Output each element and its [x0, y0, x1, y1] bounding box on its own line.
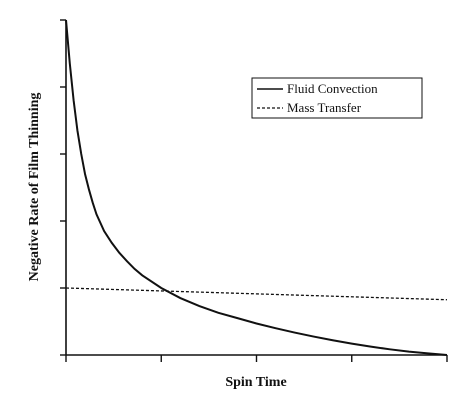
axes — [60, 19, 448, 362]
legend-label-fluid-convection: Fluid Convection — [287, 81, 378, 96]
legend-box — [251, 77, 423, 119]
y-axis-label: Negative Rate of Film Thinning — [27, 93, 42, 282]
series-layer — [65, 19, 448, 356]
y-ticks — [60, 19, 66, 356]
series-line-mass-transfer — [65, 287, 448, 301]
legend-label-mass-transfer: Mass Transfer — [287, 100, 362, 115]
x-ticks — [65, 355, 448, 362]
legend: Fluid Convection Mass Transfer — [251, 77, 423, 119]
series-line-fluid-convection — [65, 19, 448, 356]
x-axis-label: Spin Time — [225, 375, 286, 390]
